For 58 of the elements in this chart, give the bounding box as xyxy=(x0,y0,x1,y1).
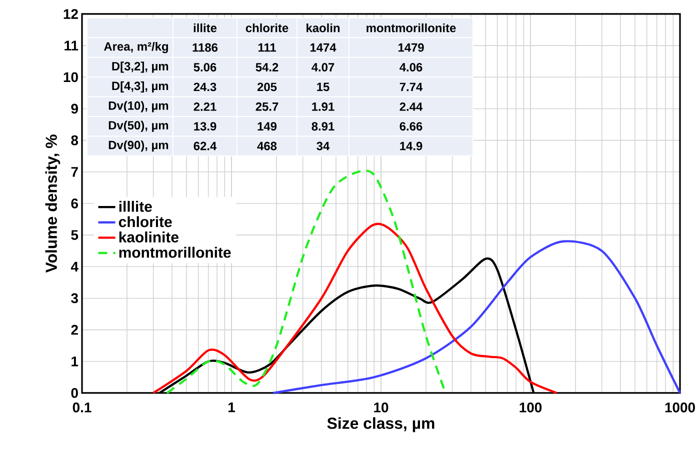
annotation: 205 xyxy=(257,82,277,92)
x-tick-label: 1000 xyxy=(665,402,695,412)
annotation: 111 xyxy=(258,43,276,52)
annotation: Area, m²/kg xyxy=(104,42,168,54)
annotation: 1186 xyxy=(192,43,218,52)
annotation: 468 xyxy=(257,142,277,150)
y-tick-label: 2 xyxy=(71,324,78,335)
annotation: 13.9 xyxy=(194,122,216,131)
annotation: 1479 xyxy=(398,43,424,52)
annotation: 25.7 xyxy=(256,102,278,111)
annotation: D[3,2], µm xyxy=(112,62,168,73)
annotation: montmorillonite xyxy=(366,23,456,32)
y-tick-label: 4 xyxy=(70,262,78,272)
y-tick-label: 10 xyxy=(64,72,78,82)
annotation: 8.91 xyxy=(312,122,334,131)
annotation: 2.44 xyxy=(400,102,423,111)
annotation: 34 xyxy=(316,142,330,150)
annotation: 1474 xyxy=(310,43,336,52)
x-tick-label: 100 xyxy=(520,402,542,412)
annotation: 15 xyxy=(317,82,330,92)
annotation: Dv(10), µm xyxy=(108,101,168,112)
legend-label: illlite xyxy=(119,200,152,212)
x-tick-label: 10 xyxy=(374,402,388,412)
annotation: D[4,3], µm xyxy=(112,81,168,93)
annotation: 1.91 xyxy=(312,102,334,111)
annotation: 4.07 xyxy=(312,63,334,72)
y-tick-label: 0 xyxy=(71,388,78,398)
x-tick-label: 1 xyxy=(228,402,235,412)
annotation: kaolin xyxy=(306,23,340,32)
y-tick-label: 11 xyxy=(64,40,78,50)
annotation: 24.3 xyxy=(194,82,216,92)
y-tick-label: 9 xyxy=(71,104,78,114)
x-tick-label: 0.1 xyxy=(72,402,92,412)
annotation: Dv(50), µm xyxy=(108,120,168,132)
y-tick-label: 12 xyxy=(64,9,78,19)
annotation: 7.74 xyxy=(400,82,423,92)
legend-label: kaolinite xyxy=(119,232,178,242)
y-tick-label: 1 xyxy=(72,356,78,366)
annotation: 5.06 xyxy=(194,63,216,72)
y-axis-title: Volume density, % xyxy=(45,134,60,273)
y-tick-label: 3 xyxy=(71,293,78,304)
legend-label: chlorite xyxy=(118,216,172,228)
x-axis-title: Size class, µm xyxy=(327,417,434,432)
annotation: 62.4 xyxy=(194,142,217,150)
legend-label: montmorillonite xyxy=(119,246,231,258)
annotation: 14.9 xyxy=(400,142,422,150)
annotation: 54.2 xyxy=(256,63,278,72)
annotation: chlorite xyxy=(246,23,288,32)
annotation: 2.21 xyxy=(194,102,216,111)
y-tick-label: 6 xyxy=(71,198,78,208)
y-tick-label: 7 xyxy=(71,167,78,177)
annotation: 4.06 xyxy=(400,63,422,72)
annotation: Dv(90), µm xyxy=(108,140,168,152)
annotation: 149 xyxy=(258,122,277,131)
annotation: 6.66 xyxy=(400,122,422,131)
y-tick-label: 5 xyxy=(71,230,78,240)
annotation: illite xyxy=(194,23,217,32)
y-tick-label: 8 xyxy=(71,135,78,146)
